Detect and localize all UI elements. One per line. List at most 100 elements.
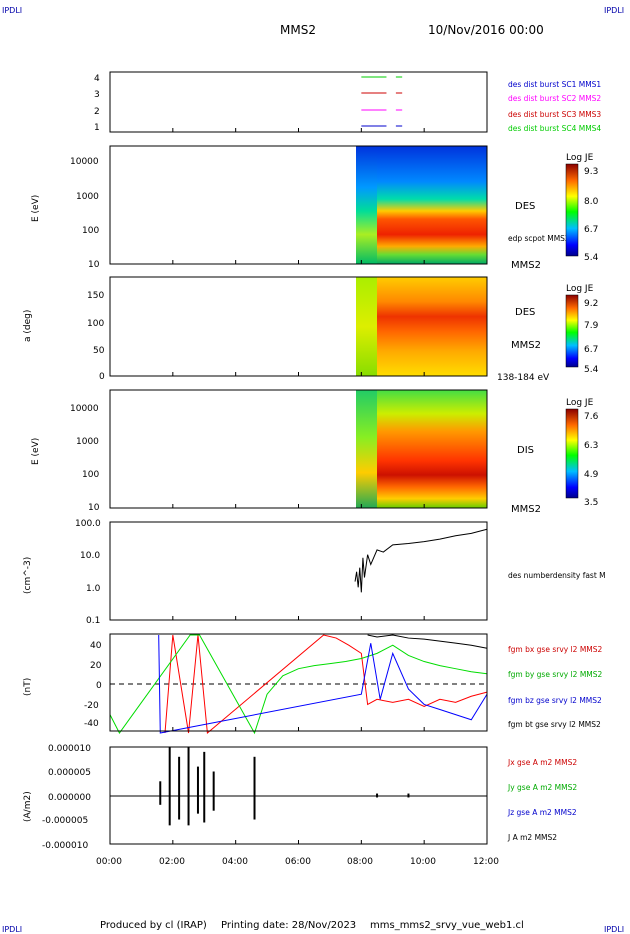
panel-frame <box>109 521 488 621</box>
legend-entry: Jy gse A m2 MMS2 <box>507 783 577 792</box>
panel-label: MMS2 <box>511 504 541 515</box>
colorbar-tick: 7.9 <box>584 321 599 331</box>
ytick-label: 2 <box>94 107 100 117</box>
density-line <box>354 528 488 593</box>
time-tick-label: 08:00 <box>347 857 373 867</box>
panel-label: DES <box>515 307 535 318</box>
colorbar-tick: 6.3 <box>584 441 598 451</box>
y-axis-label: (A/m2) <box>23 791 33 822</box>
ytick-label: 150 <box>87 291 104 301</box>
panel-dis-energy: E (eV) 10000 1000 100 10 DIS MMS2 Log JE… <box>31 389 599 515</box>
time-tick-label: 10:00 <box>410 857 436 867</box>
time-tick-label: 12:00 <box>473 857 499 867</box>
colorbar-tick: 6.7 <box>584 345 598 355</box>
spectrogram-main <box>377 277 487 376</box>
ytick-label: 100 <box>82 226 99 236</box>
time-tick-label: 06:00 <box>285 857 311 867</box>
legend-entry: fgm by gse srvy l2 MMS2 <box>508 670 603 679</box>
y-axis-label: (cm^-3) <box>23 557 33 594</box>
spacecraft-title: MMS2 <box>280 23 316 37</box>
legend-entry: J A m2 MMS2 <box>507 833 557 842</box>
legend-entry: fgm bx gse srvy l2 MMS2 <box>508 645 603 654</box>
spectrogram-early <box>356 277 378 376</box>
ytick-label: 10 <box>88 260 100 270</box>
panel-density: (cm^-3) 100.0 10.0 1.0 0.1 des numberden… <box>23 519 606 626</box>
y-axis-label: a (deg) <box>23 310 33 342</box>
colorbar <box>565 408 579 499</box>
current-series <box>159 747 410 826</box>
ytick-label: -0.000005 <box>42 816 88 826</box>
legend-entry: Jz gse A m2 MMS2 <box>507 808 577 817</box>
ytick-label: 100 <box>87 319 104 329</box>
time-tick-label: 04:00 <box>222 857 248 867</box>
legend-entry: fgm bt gse srvy l2 MMS2 <box>508 720 601 729</box>
ytick-label: 0.000000 <box>48 793 91 803</box>
ytick-label: 1000 <box>76 437 99 447</box>
colorbar-tick: 3.5 <box>584 498 598 508</box>
fgm-series <box>109 634 488 735</box>
colorbar <box>565 163 579 257</box>
ytick-label: 50 <box>93 346 105 356</box>
ytick-label: 100.0 <box>75 519 101 529</box>
colorbar-title: Log JE <box>566 153 594 163</box>
colorbar <box>565 294 579 368</box>
panel-availability: 4 3 2 1 des dist burst SC1 MMS1 des dist… <box>94 71 601 133</box>
corner-label-bottom-right: IPDLI <box>604 925 624 934</box>
ytick-label: 10000 <box>70 404 99 414</box>
legend-entry: des dist burst SC3 MMS3 <box>508 110 601 119</box>
ytick-label: 10000 <box>70 157 99 167</box>
panel-label: MMS2 <box>511 260 541 271</box>
legend-entry: des dist burst SC4 MMS4 <box>508 124 601 133</box>
panel-frame <box>109 71 488 133</box>
panel-current: (A/m2) 0.000010 0.000005 0.000000 -0.000… <box>23 744 577 851</box>
colorbar-tick: 7.6 <box>584 412 599 422</box>
spectrogram-main <box>377 390 487 508</box>
ytick-label: 10.0 <box>80 551 100 561</box>
footer-source: mms_mms2_srvy_vue_web1.cl <box>370 920 524 931</box>
colorbar-tick: 8.0 <box>584 197 599 207</box>
colorbar-tick: 9.2 <box>584 299 598 309</box>
panel-des-pitch: a (deg) 150 100 50 0 DES MMS2 138-184 eV… <box>23 276 599 383</box>
corner-label-bottom-left: IPDLI <box>2 925 22 934</box>
ytick-label: -20 <box>84 701 99 711</box>
legend-entry: fgm bz gse srvy l2 MMS2 <box>508 696 602 705</box>
corner-label-top-right: IPDLI <box>604 6 624 15</box>
ytick-label: 20 <box>90 661 102 671</box>
time-tick-label: 00:00 <box>96 857 122 867</box>
ytick-label: 1 <box>94 123 100 133</box>
corner-label-top-left: IPDLI <box>2 6 22 15</box>
colorbar-tick: 4.9 <box>584 470 599 480</box>
ytick-label: 3 <box>94 90 100 100</box>
ytick-label: 0.000005 <box>48 768 91 778</box>
fgm-line <box>367 634 488 649</box>
spectrogram-main <box>377 146 487 264</box>
availability-segments <box>361 76 403 127</box>
spectrogram-early <box>356 390 378 508</box>
colorbar-title: Log JE <box>566 284 594 294</box>
panel-label: DIS <box>517 445 534 456</box>
ytick-label: -0.000010 <box>42 841 88 851</box>
time-tick-label: 02:00 <box>159 857 185 867</box>
panel-label: edp scpot MMS2 <box>508 234 570 243</box>
ytick-label: 100 <box>82 470 99 480</box>
legend-entry: Jx gse A m2 MMS2 <box>507 758 577 767</box>
fgm-line <box>158 634 488 734</box>
ytick-label: 4 <box>94 74 100 84</box>
legend-entry: des dist burst SC2 MMS2 <box>508 94 601 103</box>
ytick-label: -40 <box>84 719 99 729</box>
ytick-label: 1000 <box>76 192 99 202</box>
spectrogram-early <box>356 146 378 264</box>
y-axis-label: E (eV) <box>31 438 41 465</box>
colorbar-tick: 5.4 <box>584 253 599 263</box>
ytick-label: 0.000010 <box>48 744 91 754</box>
date-title: 10/Nov/2016 00:00 <box>428 23 544 37</box>
panel-label: DES <box>515 201 535 212</box>
footer-credit: Produced by cl (IRAP) <box>100 920 207 931</box>
colorbar-tick: 9.3 <box>584 167 598 177</box>
ytick-label: 0.1 <box>86 616 100 626</box>
legend-entry: des numberdensity fast M <box>508 571 606 580</box>
colorbar-tick: 6.7 <box>584 225 598 235</box>
panel-fgm: (nT) 40 20 0 -20 -40 fgm bx gse srvy l2 … <box>23 633 603 735</box>
time-axis: 00:00 02:00 04:00 06:00 08:00 10:00 12:0… <box>96 857 499 867</box>
colorbar-title: Log JE <box>566 398 594 408</box>
